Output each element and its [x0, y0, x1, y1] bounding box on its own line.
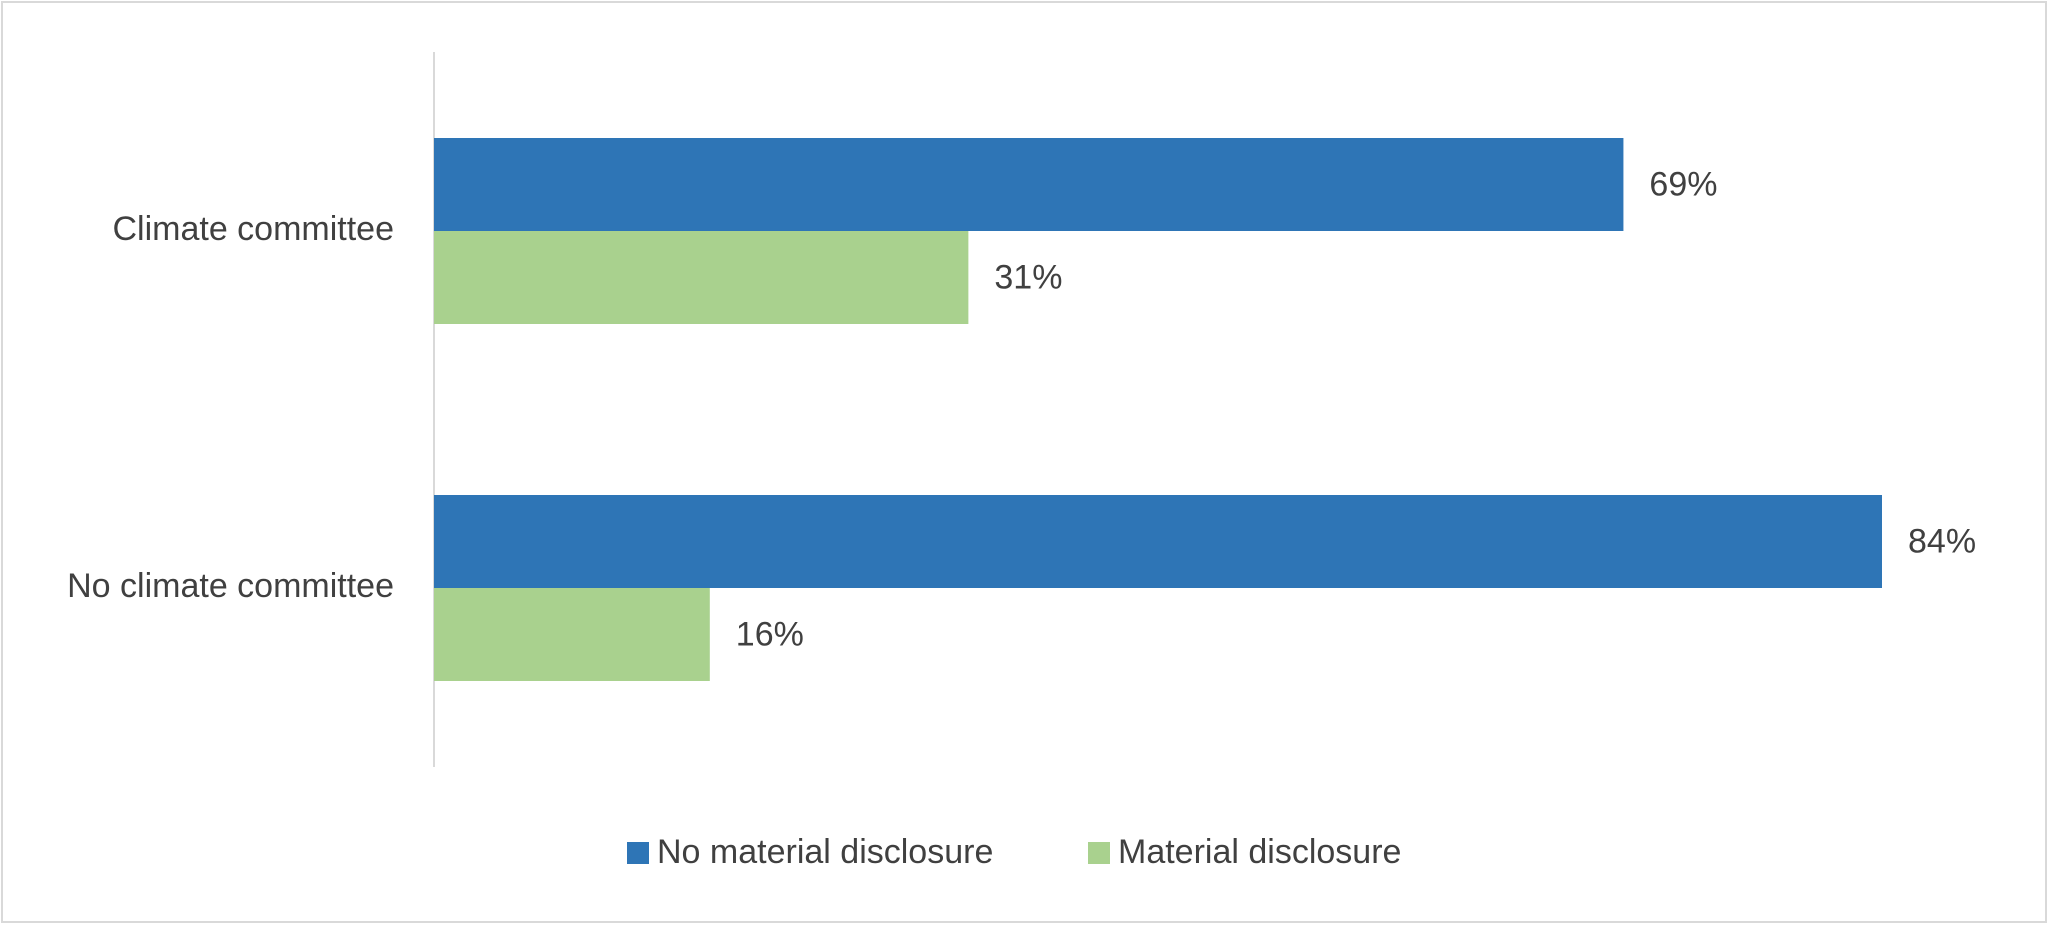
legend-label: Material disclosure	[1118, 833, 1401, 871]
value-label: 16%	[736, 615, 804, 653]
bar	[434, 588, 710, 681]
value-label: 69%	[1649, 165, 1717, 203]
legend-swatch	[627, 842, 649, 864]
category-label: No climate committee	[67, 567, 394, 605]
legend-label: No material disclosure	[657, 833, 993, 871]
bar	[434, 495, 1882, 588]
bar	[434, 231, 969, 324]
value-label: 31%	[994, 258, 1062, 296]
category-label: Climate committee	[112, 210, 394, 248]
value-label: 84%	[1908, 522, 1976, 560]
legend-swatch	[1088, 842, 1110, 864]
bar	[434, 138, 1624, 231]
